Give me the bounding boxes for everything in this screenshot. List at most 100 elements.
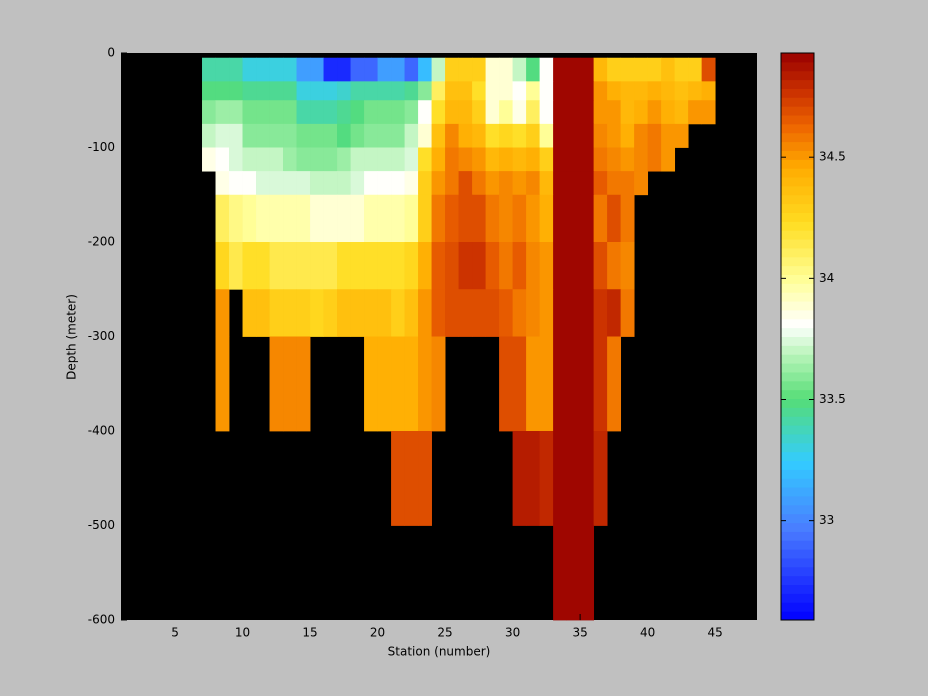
- colorbar-band: [781, 70, 814, 81]
- cell: [458, 147, 473, 172]
- cell: [607, 123, 622, 148]
- x-tick-label: 35: [572, 626, 587, 640]
- cell: [593, 242, 608, 290]
- cell: [580, 171, 595, 196]
- cell: [215, 123, 230, 148]
- cell: [458, 123, 473, 148]
- cell: [431, 57, 446, 82]
- cell: [418, 242, 432, 290]
- cell: [283, 242, 297, 290]
- cell: [512, 289, 527, 337]
- cell: [431, 336, 446, 432]
- cell: [472, 57, 486, 82]
- colorbar-band: [781, 115, 814, 125]
- colorbar-band: [781, 442, 814, 453]
- cell: [526, 431, 540, 526]
- cell: [377, 289, 392, 337]
- cell: [593, 57, 608, 82]
- cell: [242, 147, 257, 172]
- cell: [445, 289, 459, 337]
- cell: [418, 100, 432, 125]
- cell: [499, 289, 513, 337]
- cell: [458, 171, 473, 196]
- cell: [283, 100, 297, 125]
- cell: [242, 100, 257, 125]
- cell: [566, 147, 581, 172]
- cell: [269, 147, 284, 172]
- cell: [620, 289, 635, 337]
- cell: [337, 123, 351, 148]
- colorbar-band: [781, 363, 814, 373]
- cell: [202, 100, 216, 125]
- cell: [310, 81, 324, 101]
- cell: [661, 81, 676, 101]
- colorbar-band: [781, 185, 814, 196]
- cell: [364, 171, 378, 196]
- cell: [620, 123, 635, 148]
- colorbar-band: [781, 221, 814, 231]
- colorbar-band: [781, 61, 814, 72]
- cell: [377, 171, 392, 196]
- cell: [391, 81, 405, 101]
- cell: [607, 194, 622, 243]
- x-tick-label: 40: [640, 626, 655, 640]
- cell: [337, 147, 351, 172]
- colorbar-band: [781, 265, 814, 275]
- cell: [458, 194, 473, 243]
- cell: [566, 81, 581, 101]
- colorbar-band: [781, 593, 814, 603]
- cell: [377, 147, 392, 172]
- cell: [607, 147, 622, 172]
- cell: [647, 123, 662, 148]
- cell: [580, 242, 595, 290]
- cell: [323, 289, 338, 337]
- x-tick-label: 5: [171, 626, 179, 640]
- cell: [202, 147, 216, 172]
- cell: [485, 81, 500, 101]
- cell: [350, 171, 365, 196]
- cell: [229, 242, 243, 290]
- y-tick-label: -400: [88, 424, 115, 438]
- cell: [215, 171, 230, 196]
- cell: [296, 147, 311, 172]
- cell: [539, 171, 554, 196]
- colorbar-band: [781, 256, 814, 267]
- cell: [283, 147, 297, 172]
- cell: [404, 336, 419, 432]
- cell: [607, 289, 622, 337]
- cell: [337, 57, 351, 82]
- cell: [485, 289, 500, 337]
- cell: [431, 289, 446, 337]
- cell: [688, 100, 703, 125]
- cell: [364, 81, 378, 101]
- cell: [512, 431, 527, 526]
- cell: [445, 171, 459, 196]
- cell: [215, 242, 230, 290]
- cell: [310, 289, 324, 337]
- colorbar-band: [781, 194, 814, 205]
- colorbar-band: [781, 106, 814, 116]
- cell: [485, 57, 500, 82]
- colorbar-band: [781, 203, 814, 213]
- cell: [499, 100, 513, 125]
- cell: [553, 100, 568, 125]
- cell: [607, 100, 622, 125]
- cell: [539, 336, 554, 432]
- cell: [472, 81, 486, 101]
- cell: [391, 147, 405, 172]
- cell: [458, 81, 473, 101]
- cell: [526, 336, 540, 432]
- cell: [296, 123, 311, 148]
- cell: [377, 123, 392, 148]
- cell: [364, 100, 378, 125]
- cell: [350, 57, 365, 82]
- cell: [418, 336, 432, 432]
- cell: [499, 194, 513, 243]
- cell: [634, 147, 649, 172]
- cell: [418, 289, 432, 337]
- cell: [472, 100, 486, 125]
- cell: [296, 57, 311, 82]
- cell: [256, 242, 270, 290]
- cell: [350, 100, 365, 125]
- cell: [391, 336, 405, 432]
